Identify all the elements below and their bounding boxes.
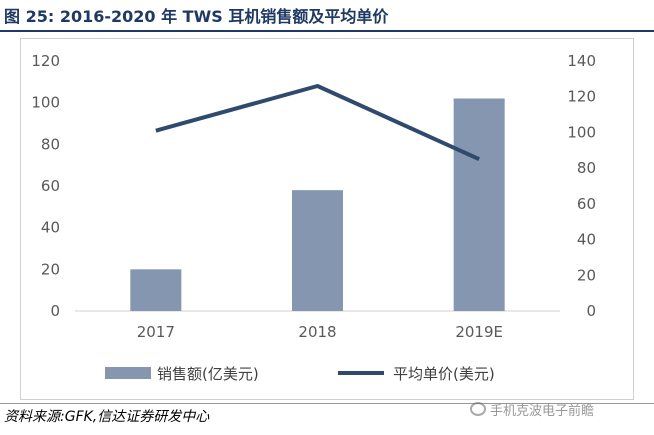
x-tick-label: 2019E [455,323,503,341]
left-tick-label: 40 [41,219,60,237]
right-tick-label: 40 [577,231,596,249]
right-tick-label: 0 [586,302,596,320]
legend-line-label: 平均单价(美元) [393,365,495,383]
right-axis: 0 20 40 60 80 100 120 140 [567,52,596,320]
right-tick-label: 120 [567,88,596,106]
x-axis: 2017 2018 2019E [137,323,503,341]
left-tick-label: 0 [50,302,60,320]
x-tick-label: 2017 [137,323,175,341]
right-tick-label: 140 [567,52,596,70]
source-divider [0,403,654,404]
wechat-icon [470,402,486,416]
bar-2019E [453,98,505,311]
left-tick-label: 60 [41,177,60,195]
chart-frame [20,38,634,400]
left-tick-label: 120 [31,52,60,70]
left-tick-label: 80 [41,135,60,153]
figure-label: 图 25: [4,7,55,26]
legend-bar-swatch [105,367,151,379]
legend-bar-label: 销售额(亿美元) [157,365,259,383]
line-series [155,84,480,162]
right-tick-label: 60 [577,195,596,213]
source-note: 资料来源:GFK,信达证券研发中心 [4,409,210,425]
bar-2017 [130,269,182,311]
chart-title: 图 25: 2016-2020 年 TWS 耳机销售额及平均单价 [4,3,388,27]
right-tick-label: 100 [567,123,596,141]
right-tick-label: 20 [577,266,596,284]
title-text: 2016-2020 年 TWS 耳机销售额及平均单价 [59,7,389,26]
left-axis: 0 20 40 60 80 100 120 [31,52,60,320]
bar-series [130,98,505,311]
title-divider [0,30,654,32]
left-tick-label: 100 [31,94,60,112]
watermark-text: 手机克波电子前瞻 [490,403,595,419]
bar-2018 [292,190,343,311]
left-tick-label: 20 [41,260,60,278]
price-line [155,84,480,162]
x-tick-label: 2018 [298,323,336,341]
right-tick-label: 80 [577,159,596,177]
legend: 销售额(亿美元) 平均单价(美元) [105,365,495,383]
watermark: 手机克波电子前瞻 [470,398,650,420]
